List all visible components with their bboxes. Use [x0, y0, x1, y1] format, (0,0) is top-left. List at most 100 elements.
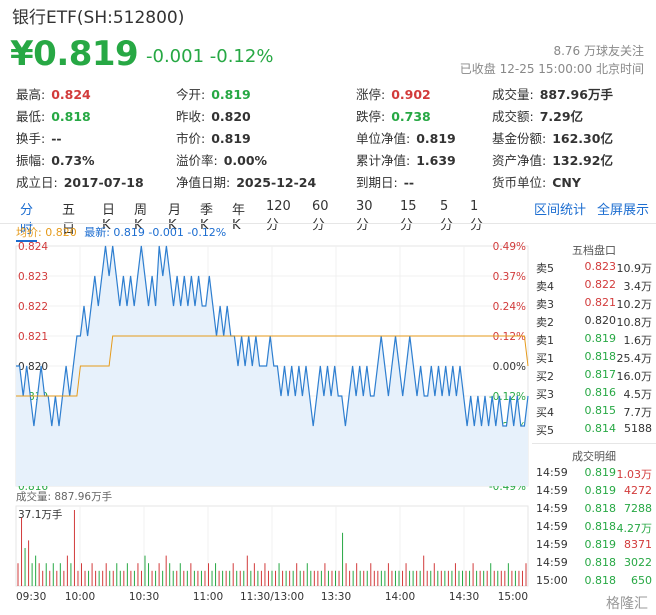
stat-item: 跌停: 0.738 [356, 106, 431, 125]
stat-value: 0.73% [51, 153, 95, 168]
pct-axis-label: 0.00% [493, 361, 526, 373]
stat-value: 0.818 [51, 109, 91, 124]
orderbook-divider [532, 443, 656, 444]
intraday-chart[interactable]: 0.824 0.49% 0.823 0.37% 0.822 0.24% 0.821 0.12%… [0, 236, 532, 615]
tab-1[interactable]: 五日 [62, 203, 76, 237]
trade-volume: 1.03万 [616, 468, 653, 481]
tab-2[interactable]: 日K [102, 203, 116, 233]
stat-item: 换手: -- [16, 128, 62, 147]
trade-volume: 4272 [624, 484, 652, 497]
last-price-legend: 最新: 0.819 -0.001 -0.12% [84, 226, 227, 239]
stat-item: 累计净值: 1.639 [356, 150, 456, 169]
orderbook-side: 卖2 [536, 316, 554, 329]
trade-volume: 3022 [624, 556, 652, 569]
stat-value: 1.639 [416, 153, 456, 168]
current-price: ¥0.819 [10, 34, 139, 74]
tab-4[interactable]: 月K [168, 203, 182, 233]
volume-label: 成交量: 887.96万手 [16, 490, 112, 503]
orderbook-volume: 4.5万 [623, 388, 653, 401]
tab-0[interactable]: 分时 [16, 196, 38, 242]
orderbook-volume: 1.6万 [623, 334, 653, 347]
stat-value: -- [51, 131, 62, 146]
stat-label: 市价: [176, 131, 206, 146]
price-area [16, 246, 528, 486]
trade-time: 14:59 [536, 484, 568, 497]
followers-count[interactable]: 8.76 万球友关注 [553, 44, 644, 58]
trade-price: 0.819 [584, 538, 617, 551]
stat-value: 0.824 [51, 87, 91, 102]
stat-value: 2025-12-24 [236, 175, 317, 190]
stat-label: 成交量: [492, 87, 534, 102]
price-axis-label: 0.821 [18, 331, 48, 343]
tab-10[interactable]: 15分 [400, 199, 417, 233]
orderbook-row: 买3 0.816 4.5万 [532, 386, 652, 404]
avg-price-line [16, 335, 529, 397]
stat-item: 货币单位: CNY [492, 172, 581, 191]
time-axis-label: 10:00 [65, 591, 95, 603]
tab-3[interactable]: 周K [134, 203, 148, 233]
trade-volume: 650 [631, 574, 652, 587]
stat-label: 货币单位: [492, 175, 547, 190]
stat-item: 今开: 0.819 [176, 84, 251, 103]
orderbook-row: 卖3 0.821 10.2万 [532, 296, 652, 314]
stat-label: 溢价率: [176, 153, 218, 168]
fullscreen-link[interactable]: 全屏展示 [597, 203, 650, 218]
orderbook-price: 0.818 [584, 350, 617, 363]
orderbook-side: 买3 [536, 388, 554, 401]
time-axis-label: 10:30 [129, 591, 159, 603]
trade-time: 14:59 [536, 538, 568, 551]
stat-item: 单位净值: 0.819 [356, 128, 456, 147]
orderbook-price: 0.820 [584, 314, 617, 327]
orderbook-price: 0.823 [584, 260, 617, 273]
pct-axis-label: 0.12% [493, 331, 526, 343]
orderbook-row: 买4 0.815 7.7万 [532, 404, 652, 422]
trade-time: 14:59 [536, 520, 568, 533]
orderbook-price: 0.815 [584, 404, 617, 417]
trade-row: 14:59 0.819 1.03万 [532, 466, 652, 484]
stat-label: 净值日期: [176, 175, 231, 190]
trade-row: 14:59 0.818 3022 [532, 556, 652, 574]
orderbook-price: 0.822 [584, 278, 617, 291]
orderbook-title: 五档盘口 [572, 244, 616, 257]
trade-time: 14:59 [536, 556, 568, 569]
stat-item: 成交量: 887.96万手 [492, 84, 613, 103]
trade-time: 15:00 [536, 574, 568, 587]
page-title: 银行ETF(SH:512800) [12, 8, 185, 28]
trade-volume: 7288 [624, 502, 652, 515]
time-axis-label: 14:30 [449, 591, 479, 603]
price-axis-label: 0.820 [18, 361, 48, 373]
stat-label: 累计净值: [356, 153, 411, 168]
tab-6[interactable]: 年K [232, 203, 246, 233]
stat-item: 昨收: 0.820 [176, 106, 251, 125]
trade-row: 14:59 0.819 4272 [532, 484, 652, 502]
stat-value: 0.902 [391, 87, 431, 102]
orderbook-row: 买2 0.817 16.0万 [532, 368, 652, 386]
tab-7[interactable]: 120分 [266, 199, 291, 233]
tab-12[interactable]: 1分 [470, 199, 484, 233]
price-axis-label: 0.824 [18, 241, 48, 253]
tab-11[interactable]: 5分 [440, 199, 454, 233]
stat-item: 到期日: -- [356, 172, 414, 191]
stat-item: 涨停: 0.902 [356, 84, 431, 103]
trade-row: 14:59 0.818 4.27万 [532, 520, 652, 538]
orderbook-volume: 10.2万 [616, 298, 653, 311]
interval-stats-link[interactable]: 区间统计 [534, 203, 587, 218]
stat-item: 最高: 0.824 [16, 84, 91, 103]
stat-item: 成交额: 7.29亿 [492, 106, 583, 125]
orderbook-row: 买1 0.818 25.4万 [532, 350, 652, 368]
orderbook-row: 卖5 0.823 10.9万 [532, 260, 652, 278]
trade-price: 0.819 [584, 466, 617, 479]
orderbook-side: 买5 [536, 424, 554, 437]
stat-label: 换手: [16, 131, 46, 146]
stat-value: 0.819 [211, 87, 251, 102]
tab-8[interactable]: 60分 [312, 199, 329, 233]
avg-price-legend: 均价: 0.820 [16, 226, 77, 239]
tab-5[interactable]: 季K [200, 203, 214, 233]
stat-label: 到期日: [356, 175, 398, 190]
tab-9[interactable]: 30分 [356, 199, 373, 233]
stat-value: 132.92亿 [552, 153, 613, 168]
stat-value: 0.819 [211, 131, 251, 146]
stat-value: -- [403, 175, 415, 190]
orderbook-price: 0.817 [584, 368, 617, 381]
stat-item: 溢价率: 0.00% [176, 150, 267, 169]
